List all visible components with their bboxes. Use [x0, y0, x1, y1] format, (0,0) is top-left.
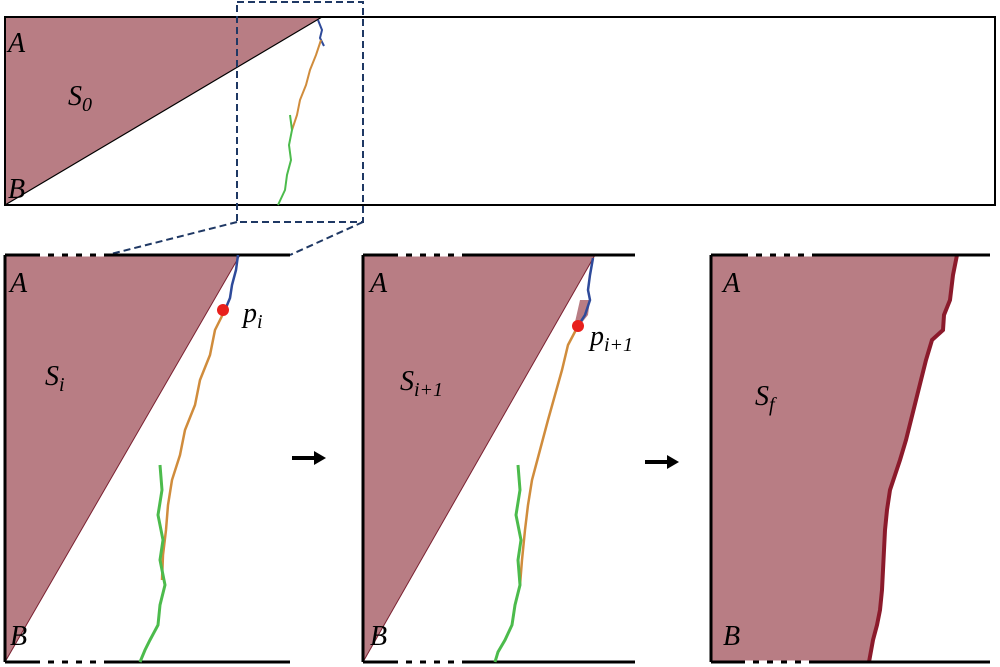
- label-base: p: [241, 298, 257, 329]
- crack-orange: [291, 39, 322, 131]
- arrow-head: [314, 451, 326, 465]
- region-label: Si: [45, 361, 65, 396]
- label-sub: 0: [82, 94, 92, 116]
- label-base: S: [45, 361, 59, 392]
- frame: [4, 16, 996, 206]
- region-growth: [575, 300, 590, 325]
- crack-green: [493, 464, 523, 663]
- hypotenuse: [4, 16, 323, 206]
- point-label: pi+1: [588, 321, 633, 356]
- label-sub: i+1: [414, 379, 443, 401]
- corner-label: B: [370, 621, 387, 652]
- arrow-head: [667, 455, 679, 469]
- label-base: p: [588, 321, 604, 352]
- region-label: Sf: [755, 381, 777, 416]
- panel-i1: A B Si+1 pi+1: [361, 253, 635, 664]
- crack-orange: [518, 325, 580, 586]
- crack-blue: [317, 19, 325, 47]
- label-sub: f: [769, 394, 777, 416]
- label-base: S: [400, 366, 414, 397]
- zoom-line: [106, 221, 238, 256]
- crack-green: [138, 464, 167, 663]
- label-sub: i: [257, 311, 263, 333]
- corner-label: A: [8, 268, 28, 299]
- corner-label: B: [8, 174, 25, 205]
- label-base: S: [68, 81, 82, 112]
- point-pi: [217, 304, 229, 316]
- label-sub: i: [59, 374, 65, 396]
- corner-label: B: [10, 621, 27, 652]
- label-sub: i+1: [604, 334, 633, 356]
- corner-label: B: [723, 621, 740, 652]
- corner-label: A: [721, 268, 741, 299]
- label-base: S: [755, 381, 769, 412]
- crack-orange: [160, 309, 227, 581]
- point-pi1: [572, 320, 584, 332]
- region-label: S0: [68, 81, 92, 116]
- panel-i: A B Si pi: [3, 253, 290, 664]
- hypotenuse: [362, 254, 596, 663]
- region-label: Si+1: [400, 366, 443, 401]
- crack-blue: [223, 254, 240, 311]
- corner-label: A: [6, 28, 26, 59]
- hypotenuse: [4, 254, 241, 663]
- crack-blue: [576, 257, 595, 327]
- panel-f: A B Sf: [709, 253, 990, 664]
- corner-label: A: [368, 268, 388, 299]
- region-sf: [711, 255, 957, 662]
- top-panel: A B S0: [4, 1, 996, 256]
- zoom-box: [236, 1, 364, 223]
- point-label: pi: [241, 298, 263, 333]
- zoom-line: [289, 221, 364, 256]
- crack-green: [277, 114, 294, 206]
- boundary: [867, 254, 959, 663]
